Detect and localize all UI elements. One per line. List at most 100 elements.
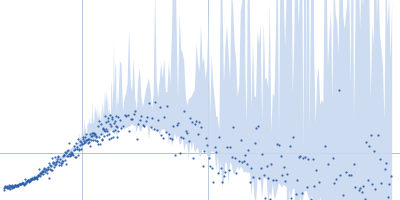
Point [5, 186, 12, 189]
Point [102, 129, 108, 133]
Point [312, 168, 319, 171]
Point [61, 154, 67, 157]
Point [383, 161, 389, 164]
Point [10, 185, 17, 188]
Point [79, 143, 86, 146]
Point [93, 135, 99, 138]
Point [160, 136, 166, 139]
Point [16, 182, 23, 185]
Point [67, 155, 74, 158]
Point [14, 184, 20, 187]
Point [190, 157, 196, 160]
Point [25, 179, 32, 182]
Point [88, 138, 94, 142]
Point [72, 141, 79, 144]
Point [242, 153, 248, 156]
Point [14, 185, 21, 188]
Point [48, 168, 54, 172]
Point [256, 177, 262, 180]
Point [3, 184, 10, 187]
Point [114, 136, 120, 139]
Point [12, 183, 18, 186]
Point [99, 127, 106, 131]
Point [175, 122, 181, 125]
Point [6, 183, 12, 187]
Point [381, 167, 388, 170]
Point [99, 138, 105, 141]
Point [33, 176, 39, 179]
Point [363, 141, 369, 144]
Point [95, 142, 101, 145]
Point [143, 119, 149, 122]
Point [66, 152, 72, 155]
Point [56, 161, 62, 164]
Point [81, 139, 88, 142]
Point [15, 184, 22, 187]
Point [82, 136, 88, 139]
Point [273, 178, 279, 182]
Point [362, 197, 368, 200]
Point [39, 170, 45, 173]
Point [364, 178, 371, 181]
Point [90, 139, 96, 142]
Point [82, 140, 89, 143]
Point [212, 146, 218, 149]
Point [50, 162, 57, 165]
Point [40, 172, 46, 175]
Point [323, 199, 330, 200]
Point [154, 129, 160, 132]
Point [7, 187, 13, 190]
Point [92, 132, 98, 136]
Point [67, 152, 73, 155]
Point [265, 176, 272, 179]
Point [17, 182, 24, 186]
Point [20, 181, 26, 184]
Point [225, 168, 232, 171]
Point [35, 173, 41, 177]
Point [207, 164, 213, 167]
Point [23, 181, 30, 184]
Point [111, 121, 117, 124]
Point [251, 142, 258, 145]
Point [48, 157, 55, 160]
Point [213, 150, 220, 154]
Point [158, 134, 164, 137]
Point [105, 119, 112, 123]
Point [121, 113, 128, 116]
Point [97, 132, 104, 135]
Point [94, 140, 100, 143]
Point [120, 124, 126, 128]
Point [218, 166, 224, 169]
Point [58, 162, 64, 165]
Point [222, 171, 229, 174]
Point [103, 127, 110, 130]
Point [206, 156, 212, 160]
Point [41, 167, 47, 170]
Point [384, 195, 391, 199]
Point [60, 154, 66, 158]
Point [48, 164, 54, 167]
Point [372, 188, 378, 191]
Point [69, 152, 76, 155]
Point [53, 161, 60, 164]
Point [28, 178, 34, 181]
Point [42, 170, 48, 173]
Point [104, 116, 111, 119]
Point [232, 157, 238, 160]
Point [88, 134, 94, 137]
Point [164, 104, 170, 107]
Point [329, 156, 336, 159]
Point [340, 193, 346, 196]
Point [230, 125, 236, 128]
Point [101, 134, 107, 137]
Point [332, 177, 339, 180]
Point [156, 106, 163, 109]
Point [68, 153, 75, 156]
Point [76, 143, 83, 146]
Point [37, 174, 44, 178]
Point [189, 120, 195, 123]
Point [378, 181, 385, 185]
Point [112, 120, 118, 123]
Point [75, 138, 81, 141]
Point [140, 124, 146, 127]
